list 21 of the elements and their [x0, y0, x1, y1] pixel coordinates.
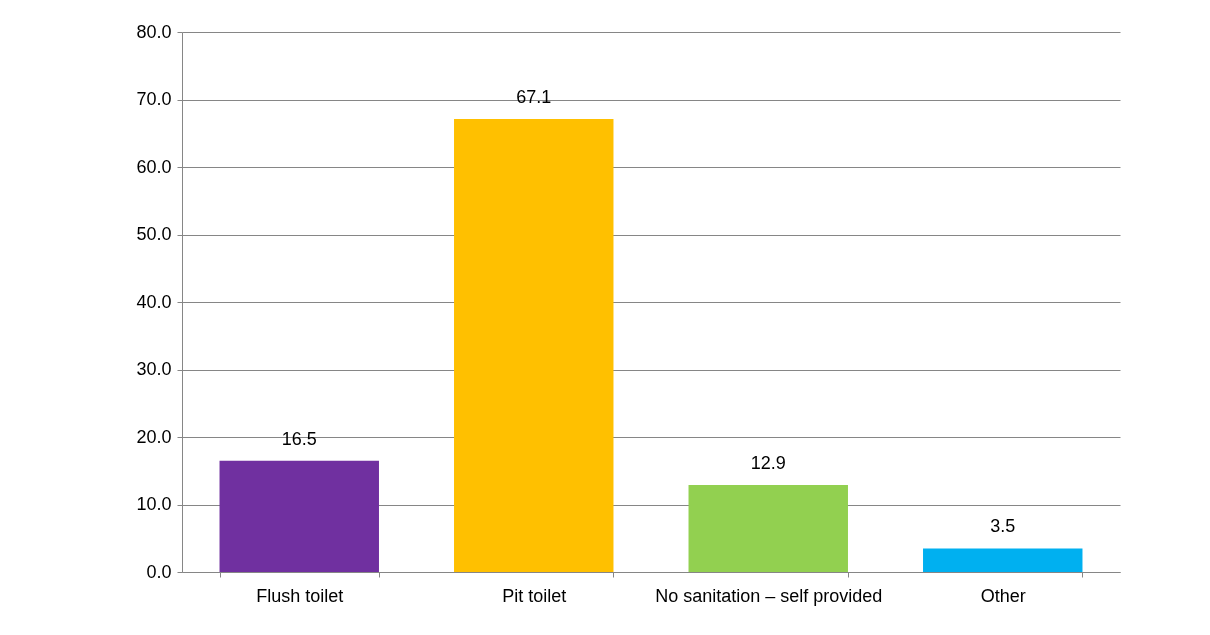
bar — [688, 484, 848, 572]
data-label: 67.1 — [516, 87, 552, 108]
x-tick-label: Other — [980, 585, 1026, 606]
data-label: 12.9 — [750, 452, 786, 473]
y-tick-label: 80.0 — [136, 21, 172, 42]
y-tick-label: 70.0 — [136, 89, 172, 109]
y-tick-label: 10.0 — [136, 494, 172, 514]
x-tick-label: No sanitation – self provided — [655, 585, 883, 606]
y-tick-label: 30.0 — [136, 359, 172, 379]
x-tick-label: Flush toilet — [256, 585, 344, 606]
y-tick-label: 40.0 — [136, 291, 172, 312]
bar — [219, 460, 379, 572]
y-tick-label: 60.0 — [136, 156, 172, 177]
y-tick-label: 50.0 — [136, 224, 172, 244]
y-tick-label: 20.0 — [136, 426, 172, 447]
bar — [923, 548, 1083, 572]
x-tick-label: Pit toilet — [502, 585, 567, 606]
data-label: 16.5 — [281, 428, 317, 449]
data-label: 3.5 — [990, 516, 1016, 537]
bar — [454, 119, 614, 572]
y-tick-label: 0.0 — [146, 561, 172, 582]
